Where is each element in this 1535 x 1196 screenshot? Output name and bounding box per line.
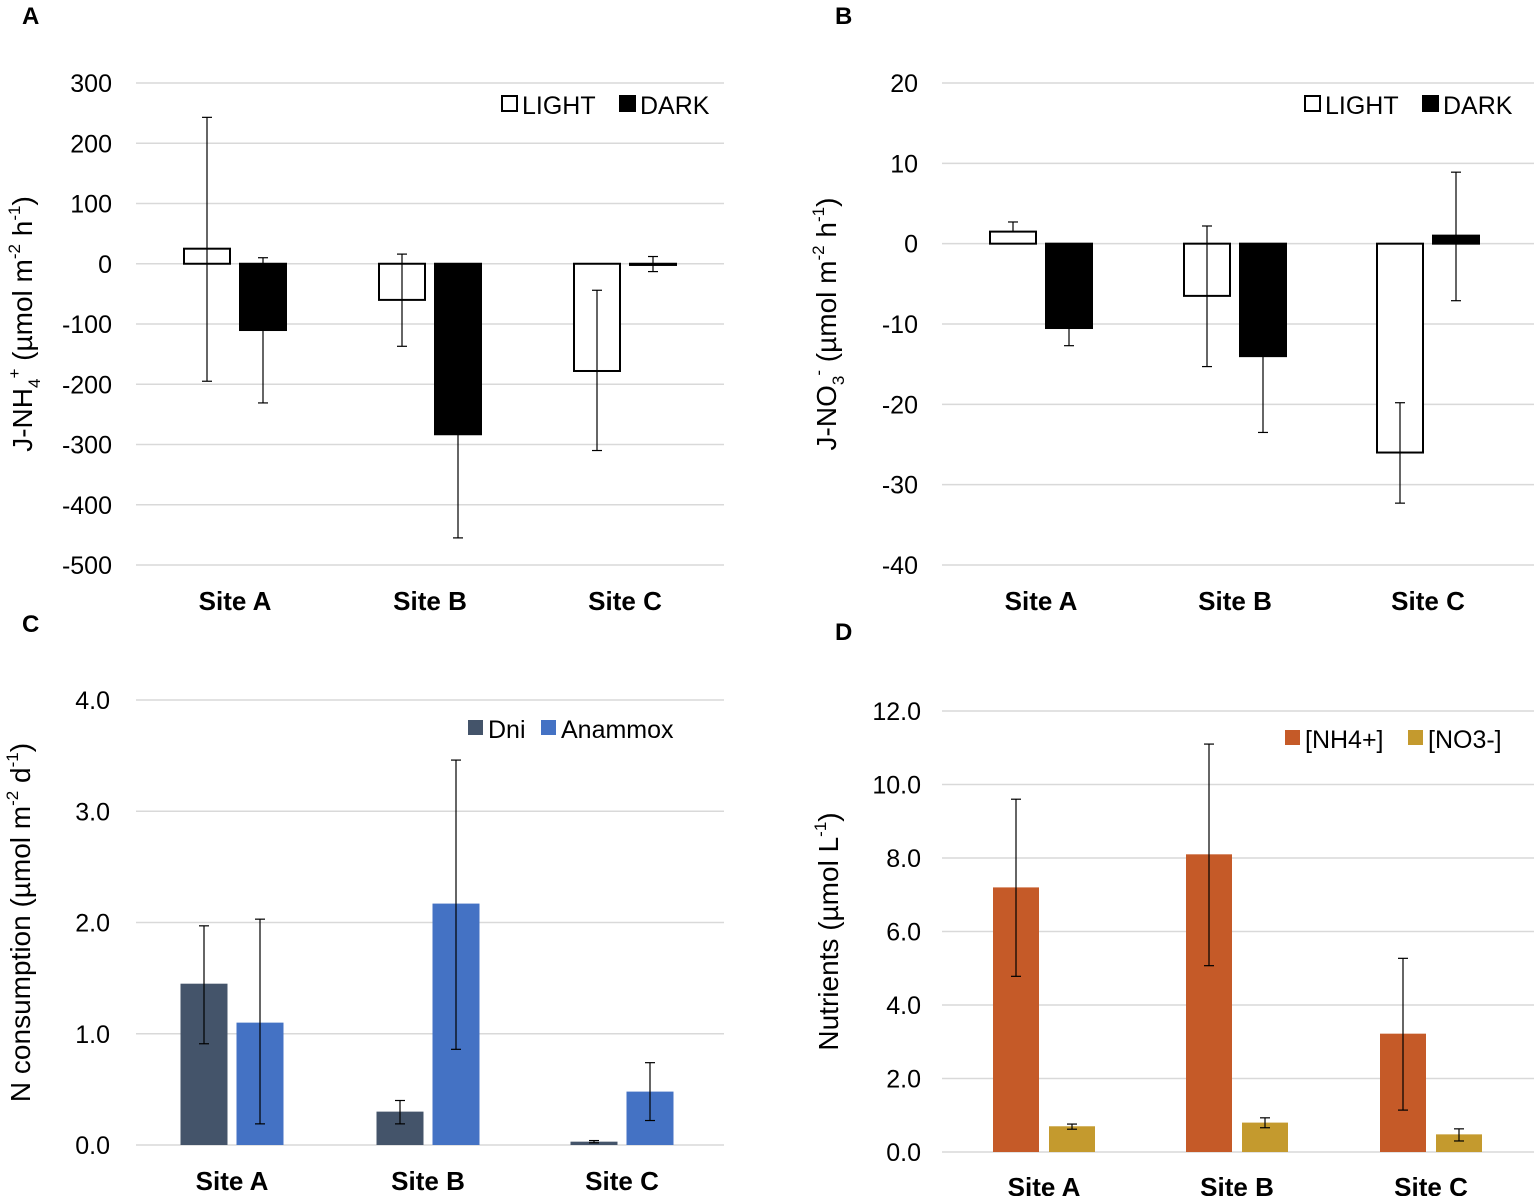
error-bar: [1451, 171, 1461, 302]
error-bar: [1067, 1123, 1077, 1130]
legend-label: Dni: [488, 716, 526, 744]
category-label: Site B: [393, 586, 467, 616]
error-bar: [395, 1099, 405, 1125]
panel-letter-b: B: [835, 3, 852, 30]
error-bar: [199, 925, 209, 1045]
category-label: Site A: [199, 586, 272, 616]
error-bar: [592, 289, 602, 452]
error-bar: [589, 1139, 599, 1144]
error-bar: [397, 253, 407, 347]
legend-label: LIGHT: [522, 92, 596, 120]
panel-letter-c: C: [22, 611, 39, 638]
panel-c: C 4.0 3.0 2.0 1.0 0.0 Site A Site B Site C Dni An…: [3, 611, 724, 1196]
y-tick-label: -300: [62, 432, 112, 460]
panel-d: D 12.0 10.0 8.0 6.0 4.0 2.0 0.0 Site A Site B Sit…: [811, 619, 1534, 1196]
legend-label: Anammox: [561, 716, 674, 744]
category-label: Site A: [1008, 1172, 1081, 1196]
y-tick-label: -100: [62, 311, 112, 339]
legend-label: [NO3-]: [1428, 726, 1502, 754]
error-bar: [1202, 225, 1212, 368]
y-tick-label: -400: [62, 492, 112, 520]
y-tick-label: 6.0: [886, 919, 921, 947]
category-label: Site B: [1200, 1172, 1274, 1196]
y-tick-label: 2.0: [886, 1066, 921, 1094]
category-label: Site C: [588, 586, 662, 616]
category-label: Site B: [1198, 586, 1272, 616]
error-bar: [1398, 957, 1408, 1111]
y-tick-label: -20: [882, 391, 918, 419]
y-tick-label: 10: [890, 150, 918, 178]
category-label: Site A: [1005, 586, 1078, 616]
legend-label: [NH4+]: [1305, 726, 1384, 754]
y-tick-label: 4.0: [75, 687, 110, 715]
panel-letter-a: A: [22, 3, 39, 30]
error-bar: [453, 433, 463, 539]
bar: [434, 262, 482, 436]
y-tick-label: 8.0: [886, 845, 921, 873]
y-tick-label: 0.0: [75, 1132, 110, 1160]
error-bar: [1064, 327, 1074, 347]
error-bar: [1008, 221, 1018, 233]
y-tick-label: -40: [882, 552, 918, 580]
panel-a: A 300 200 100 0 -100 -200 -300 -400 -500 Site A Si…: [5, 3, 724, 616]
legend-swatch: [541, 720, 556, 735]
error-bar: [1260, 1117, 1270, 1129]
error-bar: [1454, 1128, 1464, 1142]
error-bar: [1204, 743, 1214, 967]
y-tick-label: 10.0: [872, 772, 921, 800]
error-bar: [648, 255, 658, 273]
y-tick-label: 0: [98, 251, 112, 279]
panel-letter-d: D: [835, 619, 852, 646]
category-label: Site C: [585, 1166, 659, 1196]
y-tick-label: 12.0: [872, 698, 921, 726]
y-tick-label: 3.0: [75, 798, 110, 826]
error-bar: [255, 918, 265, 1125]
category-label: Site C: [1394, 1172, 1468, 1196]
y-tick-label: 100: [70, 191, 112, 219]
y-tick-label: 0: [904, 231, 918, 259]
y-tick-label: -10: [882, 311, 918, 339]
y-tick-label: 4.0: [886, 992, 921, 1020]
bar: [1239, 242, 1287, 358]
legend-swatch: [1304, 95, 1321, 112]
legend-swatch: [1408, 730, 1423, 745]
y-tick-label: 0.0: [886, 1139, 921, 1167]
legend-label: LIGHT: [1325, 92, 1399, 120]
y-tick-label: 200: [70, 130, 112, 158]
error-bar: [202, 116, 212, 382]
error-bar: [645, 1062, 655, 1122]
error-bar: [258, 257, 268, 404]
legend-label: DARK: [640, 92, 710, 120]
legend-swatch: [619, 95, 636, 112]
y-tick-label: 1.0: [75, 1021, 110, 1049]
legend-swatch: [468, 720, 483, 735]
error-bar: [1011, 798, 1021, 977]
error-bar: [451, 759, 461, 1050]
legend-label: DARK: [1443, 92, 1513, 120]
bar: [1436, 1134, 1482, 1152]
y-axis-label: J-NH4+ (µmol m-2 h-1): [5, 196, 44, 452]
panel-b: B 20 10 0 -10 -20 -30 -40 Site A Site B Site C LIG…: [809, 3, 1534, 616]
legend-swatch: [1422, 95, 1439, 112]
category-label: Site A: [196, 1166, 269, 1196]
legend-swatch: [501, 95, 518, 112]
bar: [1045, 242, 1093, 330]
category-label: Site B: [391, 1166, 465, 1196]
y-tick-label: 300: [70, 70, 112, 98]
y-tick-label: -30: [882, 472, 918, 500]
bar: [1049, 1126, 1095, 1152]
category-label: Site C: [1391, 586, 1465, 616]
error-bar: [1395, 402, 1405, 504]
y-axis-label: Nutrients (µmol L-1): [811, 812, 844, 1050]
y-axis-label: J-NO3- (µmol m-2 h-1): [809, 198, 848, 451]
legend-swatch: [1285, 730, 1300, 745]
y-axis-label: N consumption (µmol m-2 d-1): [3, 743, 36, 1102]
y-tick-label: 20: [890, 70, 918, 98]
y-tick-label: 2.0: [75, 910, 110, 938]
bar: [989, 230, 1037, 245]
y-tick-label: -500: [62, 552, 112, 580]
error-bar: [1258, 355, 1268, 434]
y-tick-label: -200: [62, 371, 112, 399]
